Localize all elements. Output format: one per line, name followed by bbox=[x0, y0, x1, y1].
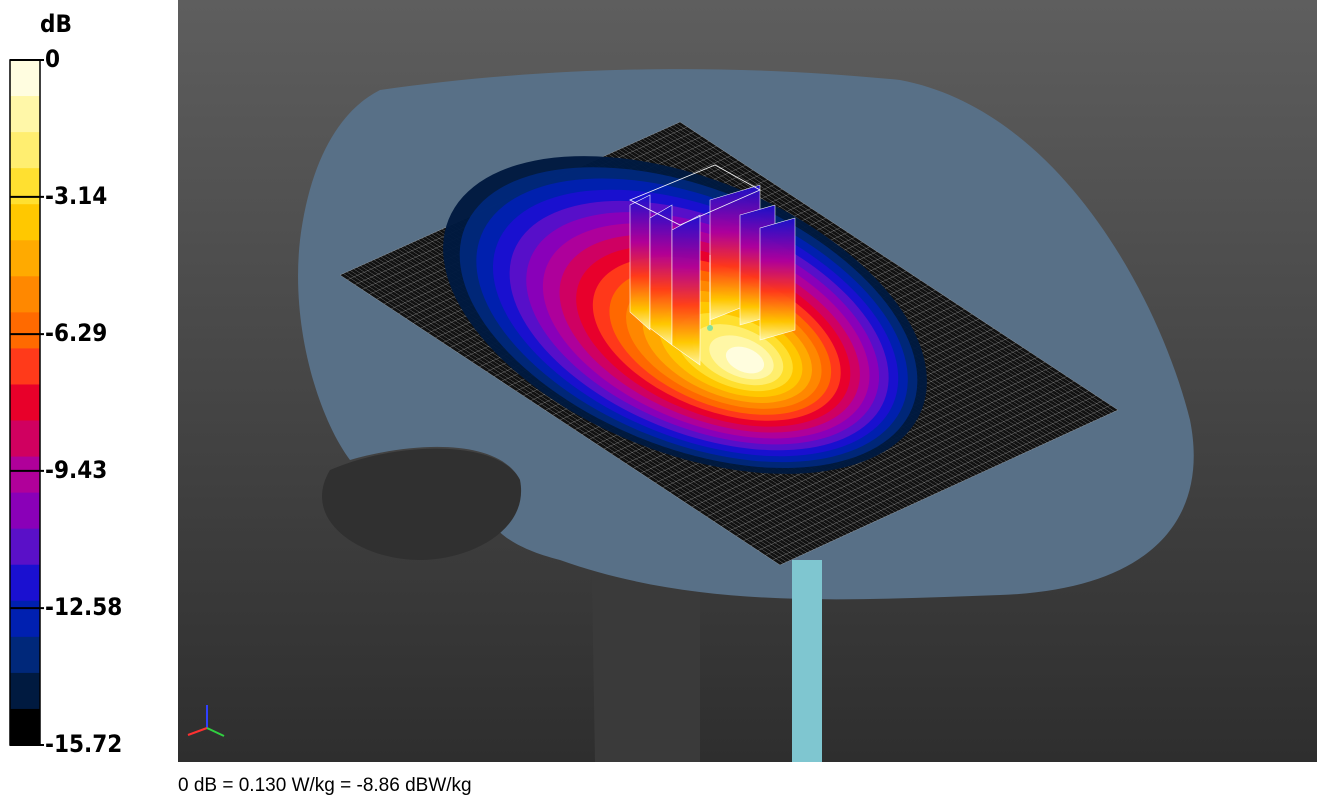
color-band bbox=[10, 529, 40, 566]
color-band bbox=[10, 493, 40, 530]
tick-label: -3.14 bbox=[45, 182, 107, 210]
color-band bbox=[10, 348, 40, 385]
page: dB 0 -3.14 -6.29 -9.43 -12.58 -15.72 0 dB = 0… bbox=[0, 0, 1317, 798]
color-band bbox=[10, 384, 40, 421]
color-band bbox=[10, 673, 40, 710]
color-band bbox=[10, 457, 40, 494]
tick-label: -12.58 bbox=[45, 593, 122, 621]
color-band bbox=[10, 421, 40, 458]
color-band bbox=[10, 204, 40, 241]
caption: 0 dB = 0.130 W/kg = -8.86 dBW/kg bbox=[178, 775, 472, 796]
color-band bbox=[10, 240, 40, 277]
colorbar-title: dB bbox=[40, 10, 72, 38]
color-band bbox=[10, 132, 40, 169]
tick-label: -15.72 bbox=[45, 730, 122, 758]
probe-stem bbox=[792, 560, 822, 762]
color-band bbox=[10, 276, 40, 313]
tick-label: -6.29 bbox=[45, 319, 107, 347]
color-band bbox=[10, 565, 40, 602]
color-band bbox=[10, 601, 40, 638]
color-band bbox=[10, 637, 40, 674]
color-band bbox=[10, 312, 40, 349]
colorbar: 0 -3.14 -6.29 -9.43 -12.58 -15.72 bbox=[10, 45, 122, 758]
screenshot: dB 0 -3.14 -6.29 -9.43 -12.58 -15.72 0 dB = 0… bbox=[0, 0, 1317, 798]
color-band bbox=[10, 96, 40, 133]
tick-label: -9.43 bbox=[45, 456, 107, 484]
color-band bbox=[10, 168, 40, 205]
color-band bbox=[10, 709, 40, 746]
color-band bbox=[10, 60, 40, 97]
tick-label: 0 bbox=[45, 45, 60, 73]
